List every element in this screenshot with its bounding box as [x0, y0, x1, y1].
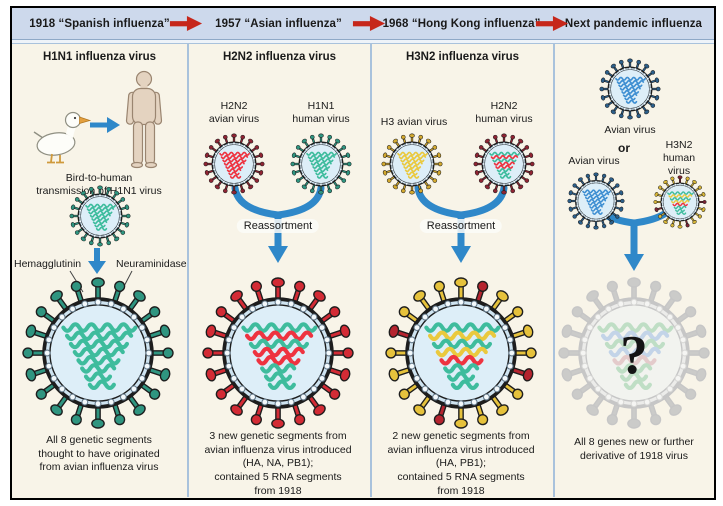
column-title-h1n1: H1N1 influenza virus: [42, 51, 157, 63]
h1n1-virion-small: [69, 185, 131, 247]
avian-virion-left: [567, 172, 625, 230]
timeline-arrow-icon: [352, 15, 386, 32]
down-arrow-icon: [88, 248, 106, 274]
h2n2-virion-large: [201, 276, 355, 430]
reassortment-label: Reassortment: [236, 219, 320, 233]
timeline-header: 1918 “Spanish influenza” 1957 “Asian inf…: [12, 8, 714, 40]
header-label: Next pandemic influenza: [564, 17, 703, 30]
avian-virus-label-top: Avian virus: [604, 124, 656, 136]
column-separator: [553, 9, 555, 497]
avian-virion-top: [599, 58, 661, 120]
h1n1-human-virion: [290, 133, 352, 195]
h3-avian-virus-label: H3 avian virus: [380, 116, 448, 128]
human-icon: [125, 70, 163, 169]
timeline-arrow-icon: [535, 15, 569, 32]
column-caption-next: All 8 genes new or further derivative of…: [574, 436, 694, 462]
h3n2-human-virus-label: H3N2 human virus: [662, 139, 696, 178]
h3n2-virion-large: [384, 276, 538, 430]
header-label: 1918 “Spanish influenza”: [29, 17, 170, 30]
hemagglutinin-label: Hemagglutinin: [14, 258, 82, 270]
reassortment-label: Reassortment: [419, 219, 503, 233]
duck-icon: [33, 111, 92, 164]
header-cell-1918: 1918 “Spanish influenza”: [12, 8, 187, 39]
column-caption-1968: 2 new genetic segments from avian influe…: [387, 430, 535, 497]
or-label: or: [618, 141, 630, 155]
h3-avian-virion: [381, 133, 443, 195]
header-label: 1957 “Asian influenza”: [215, 17, 342, 30]
header-separator: [12, 40, 714, 44]
h1n1-virion-large: [21, 276, 175, 430]
header-cell-1968: 1968 “Hong Kong influenza”: [370, 8, 553, 39]
column-title-h2n2: H2N2 influenza virus: [222, 51, 337, 63]
header-label: 1968 “Hong Kong influenza”: [382, 17, 541, 30]
neuraminidase-label: Neuraminidase: [116, 258, 187, 270]
column-caption-1918: All 8 genetic segments thought to have o…: [38, 434, 160, 474]
column-separator: [370, 9, 372, 497]
timeline-arrow-icon: [169, 15, 203, 32]
h2n2-human-virion: [473, 133, 535, 195]
h2n2-human-virus-label: H2N2 human virus: [475, 100, 533, 126]
header-cell-next: Next pandemic influenza: [553, 8, 714, 39]
diagram-body: H1N1 influenza virus: [12, 9, 714, 497]
question-mark: ?: [620, 324, 648, 385]
h1n1-human-virus-label: H1N1 human virus: [292, 100, 350, 126]
column-caption-1957: 3 new genetic segments from avian influe…: [204, 430, 352, 497]
bird-to-human-figure: [33, 70, 163, 169]
transmission-caption: Bird-to-human transmission of H1N1 virus: [36, 172, 162, 198]
column-separator: [187, 9, 189, 497]
page-frame: 1918 “Spanish influenza” 1957 “Asian inf…: [10, 6, 716, 500]
avian-virus-label-left: Avian virus: [568, 155, 620, 167]
h2n2-avian-virus-label: H2N2 avian virus: [208, 100, 260, 126]
bird-to-human-arrow-icon: [90, 117, 120, 133]
column-title-h3n2: H3N2 influenza virus: [405, 51, 520, 63]
next-pandemic-virion-large: ?: [557, 276, 711, 430]
header-cell-1957: 1957 “Asian influenza”: [187, 8, 370, 39]
h3n2-human-virion: [653, 175, 707, 229]
h2n2-avian-virion: [203, 133, 265, 195]
